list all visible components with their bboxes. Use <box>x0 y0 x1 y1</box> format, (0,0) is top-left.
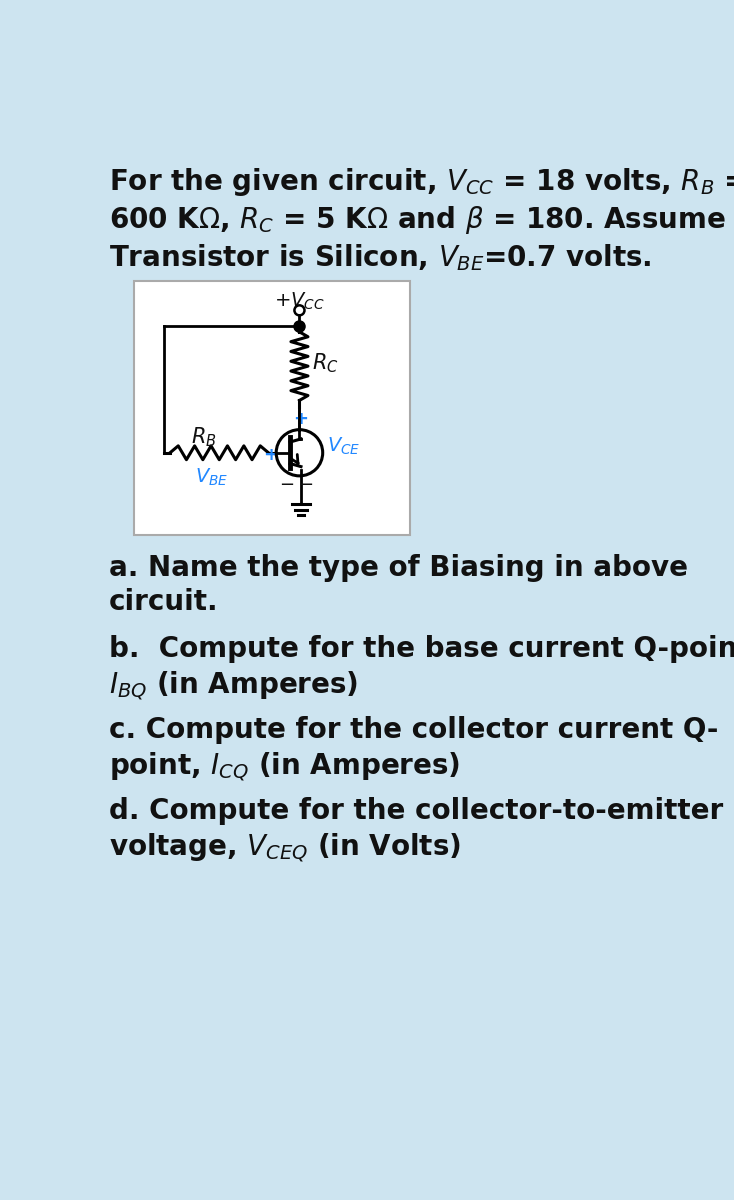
Text: $-$: $-$ <box>298 474 313 492</box>
Text: d. Compute for the collector-to-emitter: d. Compute for the collector-to-emitter <box>109 797 723 824</box>
Text: +: + <box>294 409 308 427</box>
Text: point, $I_{CQ}$ (in Amperes): point, $I_{CQ}$ (in Amperes) <box>109 750 460 782</box>
Text: $R_C$: $R_C$ <box>312 352 338 374</box>
Text: c. Compute for the collector current Q-: c. Compute for the collector current Q- <box>109 716 718 744</box>
Text: $V_{BE}$: $V_{BE}$ <box>195 467 228 488</box>
Text: For the given circuit, $V_{CC}$ = 18 volts, $R_B$ =: For the given circuit, $V_{CC}$ = 18 vol… <box>109 166 734 198</box>
Text: $+V_{CC}$: $+V_{CC}$ <box>274 290 324 312</box>
Text: $R_B$: $R_B$ <box>191 426 217 450</box>
Text: $V_{CE}$: $V_{CE}$ <box>327 436 360 457</box>
Text: b.  Compute for the base current Q-point,: b. Compute for the base current Q-point, <box>109 635 734 664</box>
Bar <box>134 281 410 535</box>
Text: +: + <box>264 446 278 464</box>
Text: $I_{BQ}$ (in Amperes): $I_{BQ}$ (in Amperes) <box>109 670 358 702</box>
Text: $-$: $-$ <box>279 474 294 492</box>
Text: a. Name the type of Biasing in above: a. Name the type of Biasing in above <box>109 554 688 582</box>
Text: circuit.: circuit. <box>109 588 219 617</box>
Text: voltage, $V_{CEQ}$ (in Volts): voltage, $V_{CEQ}$ (in Volts) <box>109 830 461 864</box>
Text: Transistor is Silicon, $V_{BE}$=0.7 volts.: Transistor is Silicon, $V_{BE}$=0.7 volt… <box>109 242 652 274</box>
Text: 600 K$\Omega$, $R_C$ = 5 K$\Omega$ and $\beta$ = 180. Assume: 600 K$\Omega$, $R_C$ = 5 K$\Omega$ and $… <box>109 204 726 236</box>
